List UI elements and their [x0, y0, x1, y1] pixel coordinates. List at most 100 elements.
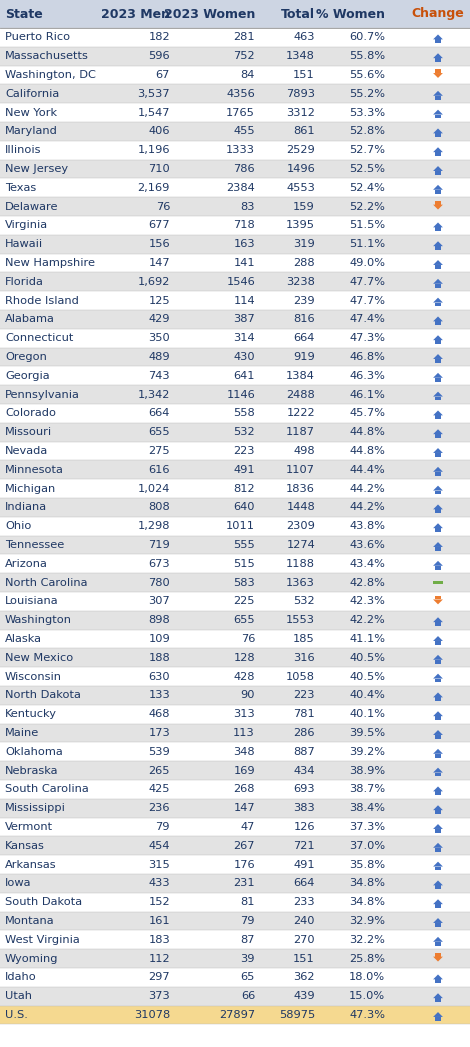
Text: 40.5%: 40.5% — [349, 671, 385, 682]
Bar — [435, 359, 441, 363]
Text: 40.4%: 40.4% — [349, 690, 385, 700]
Text: 37.0%: 37.0% — [349, 841, 385, 851]
Text: 555: 555 — [233, 540, 255, 550]
Text: Washington, DC: Washington, DC — [5, 70, 96, 80]
Text: 90: 90 — [241, 690, 255, 700]
Text: 173: 173 — [148, 728, 170, 738]
Bar — [0, 235, 470, 253]
Text: 188: 188 — [148, 652, 170, 663]
Text: 51.1%: 51.1% — [349, 239, 385, 249]
Bar — [0, 442, 470, 461]
Text: 114: 114 — [234, 295, 255, 306]
Bar — [0, 461, 470, 480]
Text: 52.4%: 52.4% — [349, 183, 385, 193]
Text: 1348: 1348 — [286, 51, 315, 61]
Text: 786: 786 — [234, 164, 255, 174]
Text: 34.8%: 34.8% — [349, 878, 385, 889]
Text: 752: 752 — [234, 51, 255, 61]
Text: Maine: Maine — [5, 728, 39, 738]
Text: Georgia: Georgia — [5, 371, 50, 381]
Bar — [435, 152, 441, 156]
Text: 40.5%: 40.5% — [349, 652, 385, 663]
Bar — [0, 47, 470, 66]
Text: 307: 307 — [148, 597, 170, 606]
Text: Florida: Florida — [5, 276, 44, 287]
Text: 87: 87 — [241, 935, 255, 944]
Text: 780: 780 — [148, 578, 170, 587]
Text: 44.2%: 44.2% — [349, 484, 385, 493]
Text: 1333: 1333 — [226, 146, 255, 155]
Text: Idaho: Idaho — [5, 973, 37, 982]
Text: 47.4%: 47.4% — [349, 314, 385, 325]
Bar — [0, 931, 470, 950]
Polygon shape — [433, 843, 443, 848]
Text: 38.4%: 38.4% — [349, 803, 385, 814]
Text: 898: 898 — [148, 616, 170, 625]
Polygon shape — [433, 241, 443, 246]
Bar — [435, 435, 441, 438]
Bar — [0, 1005, 470, 1024]
Text: Wisconsin: Wisconsin — [5, 671, 62, 682]
Polygon shape — [433, 730, 443, 735]
Bar — [435, 528, 441, 532]
Text: 42.8%: 42.8% — [349, 578, 385, 587]
Polygon shape — [433, 673, 443, 678]
Text: 664: 664 — [294, 878, 315, 889]
Text: 288: 288 — [293, 258, 315, 268]
Text: 47.7%: 47.7% — [349, 295, 385, 306]
Bar — [435, 133, 441, 137]
Bar — [0, 404, 470, 423]
Text: 60.7%: 60.7% — [349, 32, 385, 42]
Polygon shape — [433, 561, 443, 565]
Bar — [0, 761, 470, 780]
Text: 641: 641 — [234, 371, 255, 381]
Text: 84: 84 — [241, 70, 255, 80]
Bar — [0, 517, 470, 536]
Text: 176: 176 — [234, 860, 255, 870]
Text: Rhode Island: Rhode Island — [5, 295, 79, 306]
Bar — [0, 686, 470, 705]
Polygon shape — [433, 467, 443, 472]
Polygon shape — [433, 53, 443, 59]
Bar — [0, 592, 470, 610]
Text: 47.7%: 47.7% — [349, 276, 385, 287]
Text: 52.8%: 52.8% — [349, 127, 385, 136]
Text: Oregon: Oregon — [5, 352, 47, 362]
Text: 596: 596 — [149, 51, 170, 61]
Text: 109: 109 — [148, 634, 170, 644]
Text: 861: 861 — [293, 127, 315, 136]
Bar — [435, 303, 441, 307]
Text: 2023 Men: 2023 Men — [101, 7, 170, 21]
Text: Kansas: Kansas — [5, 841, 45, 851]
Text: 40.1%: 40.1% — [349, 709, 385, 719]
Text: 55.8%: 55.8% — [349, 51, 385, 61]
Bar — [435, 923, 441, 927]
Text: 39.2%: 39.2% — [349, 747, 385, 757]
Bar — [0, 28, 470, 47]
Text: 428: 428 — [234, 671, 255, 682]
Text: 236: 236 — [149, 803, 170, 814]
Text: 919: 919 — [293, 352, 315, 362]
Bar — [435, 321, 441, 326]
Polygon shape — [433, 711, 443, 716]
Bar — [435, 453, 441, 456]
Bar — [0, 799, 470, 818]
Polygon shape — [433, 767, 443, 773]
Bar — [435, 565, 441, 570]
Text: North Dakota: North Dakota — [5, 690, 81, 700]
Text: 265: 265 — [149, 765, 170, 776]
Bar — [0, 216, 470, 235]
Text: 2384: 2384 — [226, 183, 255, 193]
Polygon shape — [433, 862, 443, 867]
Text: 152: 152 — [149, 897, 170, 907]
Text: 583: 583 — [233, 578, 255, 587]
Polygon shape — [433, 505, 443, 509]
Text: 1187: 1187 — [286, 427, 315, 438]
Text: 225: 225 — [234, 597, 255, 606]
Bar — [435, 95, 441, 99]
Bar — [435, 678, 441, 683]
Text: 65: 65 — [241, 973, 255, 982]
Text: 38.9%: 38.9% — [349, 765, 385, 776]
Text: 3312: 3312 — [286, 108, 315, 117]
Polygon shape — [433, 899, 443, 905]
